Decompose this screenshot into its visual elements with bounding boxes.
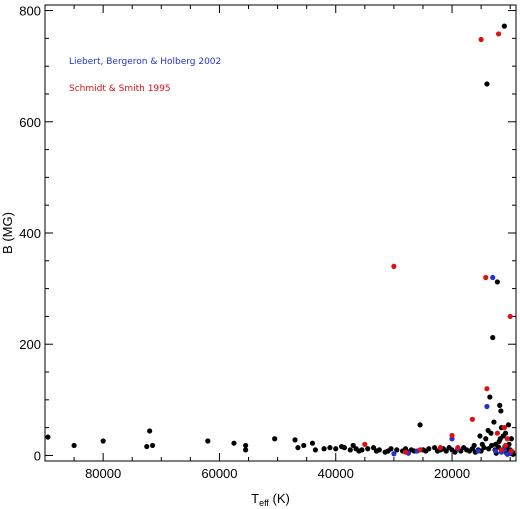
data-point xyxy=(362,441,368,447)
data-point xyxy=(243,442,249,449)
data-point xyxy=(347,447,353,453)
y-tick-label: 0 xyxy=(34,448,41,463)
y-tick-label: 400 xyxy=(19,226,41,241)
legend: Liebert, Bergeron & Holberg 2002 Schmidt … xyxy=(69,57,221,94)
data-point xyxy=(149,442,156,449)
data-point xyxy=(502,442,509,449)
y-axis: 0 200 400 600 800 xyxy=(19,4,516,463)
data-point xyxy=(292,437,298,443)
data-point xyxy=(490,274,496,281)
data-point xyxy=(502,430,509,436)
data-point xyxy=(45,434,51,440)
data-point xyxy=(376,447,382,453)
data-point xyxy=(498,408,504,414)
y-axis-label: B (MG) xyxy=(0,212,15,254)
data-point xyxy=(365,446,371,452)
data-point xyxy=(477,433,483,439)
data-point xyxy=(478,36,484,43)
data-point xyxy=(391,263,397,269)
y-tick-label: 200 xyxy=(19,337,41,352)
data-point xyxy=(391,451,397,457)
data-point xyxy=(494,430,500,436)
data-point xyxy=(495,31,502,37)
data-point xyxy=(493,448,499,454)
data-point xyxy=(488,430,494,436)
x-axis: 80000 60000 40000 20000 xyxy=(44,5,511,481)
data-point xyxy=(388,446,394,452)
legend-entry: Liebert, Bergeron & Holberg 2002 xyxy=(69,57,221,67)
data-point xyxy=(312,447,318,453)
data-point xyxy=(484,386,490,392)
data-point xyxy=(272,436,278,442)
data-point xyxy=(471,442,477,449)
data-point xyxy=(483,274,489,281)
data-point xyxy=(484,403,490,410)
data-point xyxy=(205,438,211,444)
x-tick-label: 20000 xyxy=(434,466,470,481)
data-point xyxy=(490,334,496,341)
x-tick-label: 60000 xyxy=(201,466,237,481)
plot-border xyxy=(44,4,517,462)
legend-entry: Schmidt & Smith 1995 xyxy=(69,84,171,94)
data-point xyxy=(479,441,485,447)
data-point xyxy=(484,81,490,87)
data-point xyxy=(417,422,423,428)
data-point xyxy=(491,419,497,425)
data-point xyxy=(333,446,339,452)
data-point xyxy=(469,416,475,422)
data-point xyxy=(417,447,423,453)
data-point xyxy=(487,394,493,400)
data-point xyxy=(483,436,489,442)
data-point xyxy=(321,446,327,452)
data-point xyxy=(295,445,301,451)
data-point xyxy=(147,428,153,434)
data-point xyxy=(497,436,503,442)
data-point xyxy=(144,443,150,450)
data-point xyxy=(309,440,316,446)
data-point xyxy=(301,442,307,449)
data-point xyxy=(504,436,510,442)
data-point xyxy=(71,442,77,449)
data-point xyxy=(437,445,444,451)
data-points xyxy=(45,23,516,457)
data-point xyxy=(486,446,492,452)
data-point xyxy=(449,432,455,439)
data-point xyxy=(508,448,514,454)
data-point xyxy=(426,446,432,452)
data-point xyxy=(497,402,503,408)
data-point xyxy=(243,447,249,453)
plot-frame xyxy=(44,4,517,462)
x-axis-label: Teff (K) xyxy=(251,491,290,508)
data-point xyxy=(501,425,507,431)
data-point xyxy=(402,449,409,455)
data-point xyxy=(455,445,461,451)
data-point xyxy=(341,445,348,451)
data-point xyxy=(231,440,237,446)
data-point xyxy=(394,447,400,453)
x-tick-label: 80000 xyxy=(85,466,121,481)
data-point xyxy=(498,447,505,453)
y-tick-label: 600 xyxy=(19,115,41,130)
data-point xyxy=(475,448,481,454)
data-point xyxy=(100,438,106,444)
data-point xyxy=(494,279,500,285)
data-point xyxy=(359,447,365,453)
data-point xyxy=(501,23,507,29)
data-point xyxy=(327,445,333,451)
axis-labels: Teff (K) B (MG) xyxy=(0,212,290,508)
y-tick-label: 800 xyxy=(19,4,41,19)
data-point xyxy=(507,313,513,320)
x-tick-label: 40000 xyxy=(318,466,354,481)
data-point xyxy=(505,422,512,428)
data-point xyxy=(508,436,514,442)
